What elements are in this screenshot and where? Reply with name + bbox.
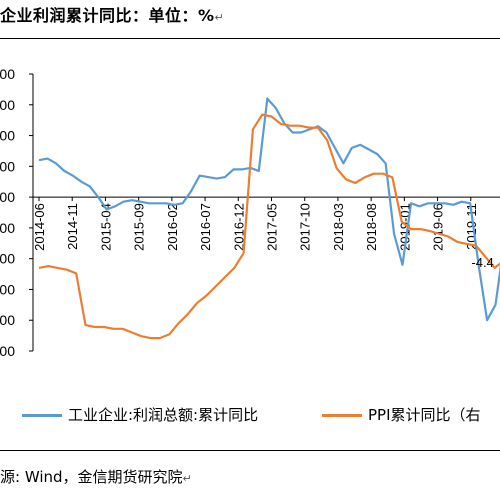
legend-label-profit: 工业企业:利润总额:累计同比 <box>68 406 259 424</box>
x-tick-label: 2019-06 <box>431 203 446 251</box>
y-tick-label: 00 <box>0 251 15 267</box>
series-line-profit <box>38 97 500 322</box>
x-tick-label: 2014-06 <box>32 203 47 251</box>
x-tick-label: 2014-11 <box>65 203 80 250</box>
y-tick-label: 00 <box>0 281 15 297</box>
line-chart: 00 00 00 00 00 00 00 00 00 00 2014-06 2014-11 2015-0… <box>0 66 500 359</box>
x-tick-label: 2018-03 <box>331 203 346 251</box>
legend-item-profit: 工业企业:利润总额:累计同比 <box>22 404 258 425</box>
legend-swatch-ppi <box>322 414 362 417</box>
y-tick-label: 00 <box>0 128 15 144</box>
y-tick-label: 00 <box>0 66 15 82</box>
data-label: -4.4 <box>471 255 493 270</box>
top-rule <box>0 38 500 39</box>
y-tick-label: 00 <box>0 220 15 236</box>
title-paragraph-mark: ↵ <box>214 11 225 24</box>
x-tick-label: 2020-04 <box>497 203 500 251</box>
x-tick-label: 2016-12 <box>231 203 246 251</box>
x-tick-label: 2016-02 <box>165 203 180 251</box>
x-tick-label: 2017-10 <box>298 203 313 251</box>
x-tick-label: 2015-09 <box>132 203 147 251</box>
legend-swatch-profit <box>22 414 62 417</box>
bottom-rule <box>0 450 500 451</box>
source-note: 源: Wind，金信期货研究院↵ <box>0 468 192 486</box>
x-tick-label: 2018-08 <box>364 203 379 251</box>
x-tick-label: 2015-04 <box>98 203 113 251</box>
legend: 工业企业:利润总额:累计同比 PPI累计同比（右 <box>0 398 500 428</box>
x-tick-label: 2017-05 <box>265 203 280 251</box>
y-tick-label: 00 <box>0 97 15 113</box>
y-tick-label: 00 <box>0 189 15 205</box>
chart-title: 企业利润累计同比：单位：%↵ <box>0 6 225 25</box>
y-tick-label: 00 <box>0 158 15 174</box>
series-line-ppi <box>38 113 500 340</box>
x-tick-label: 2016-07 <box>198 203 213 251</box>
y-tick-label: 00 <box>0 343 15 359</box>
y-tick-label: 00 <box>0 312 15 328</box>
source-paragraph-mark: ↵ <box>182 472 192 485</box>
legend-item-ppi: PPI累计同比（右 <box>322 404 481 425</box>
legend-label-ppi: PPI累计同比（右 <box>368 406 481 424</box>
